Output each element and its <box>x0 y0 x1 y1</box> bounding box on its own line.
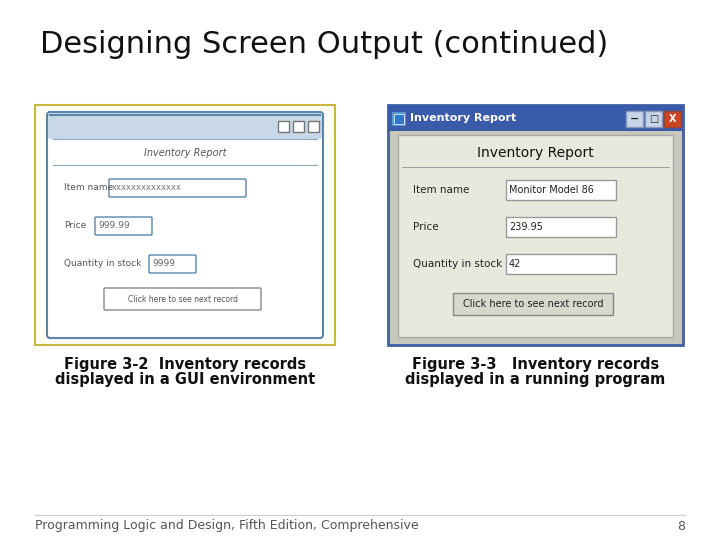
Bar <box>453 293 613 315</box>
Text: Item name: Item name <box>413 185 469 195</box>
Bar <box>388 105 683 345</box>
Text: 42: 42 <box>509 259 521 269</box>
Bar <box>394 114 404 124</box>
Bar <box>293 121 304 132</box>
Text: displayed in a running program: displayed in a running program <box>405 372 665 387</box>
Bar <box>506 254 616 274</box>
Text: Monitor Model 86: Monitor Model 86 <box>509 185 594 195</box>
Text: Figure 3-3   Inventory records: Figure 3-3 Inventory records <box>412 357 659 372</box>
Text: Quantity in stock: Quantity in stock <box>64 259 141 267</box>
Bar <box>645 111 662 127</box>
Text: Designing Screen Output (continued): Designing Screen Output (continued) <box>40 30 608 59</box>
FancyBboxPatch shape <box>95 217 152 235</box>
Bar <box>506 180 616 200</box>
FancyBboxPatch shape <box>47 112 323 338</box>
Text: displayed in a GUI environment: displayed in a GUI environment <box>55 372 315 387</box>
Bar <box>506 217 616 237</box>
Text: Quantity in stock: Quantity in stock <box>413 259 503 269</box>
Text: Inventory Report: Inventory Report <box>477 146 594 160</box>
Bar <box>308 121 319 132</box>
Bar <box>398 135 673 337</box>
FancyBboxPatch shape <box>109 179 246 197</box>
Bar <box>664 111 681 127</box>
Text: Price: Price <box>413 222 438 232</box>
Text: 8: 8 <box>677 519 685 532</box>
Bar <box>388 105 683 131</box>
Bar <box>626 111 643 127</box>
Text: Price: Price <box>64 220 86 230</box>
Text: Click here to see next record: Click here to see next record <box>463 299 603 309</box>
Text: −: − <box>630 114 639 124</box>
Text: xxxxxxxxxxxxxx: xxxxxxxxxxxxxx <box>112 184 182 192</box>
Text: Programming Logic and Design, Fifth Edition, Comprehensive: Programming Logic and Design, Fifth Edit… <box>35 519 418 532</box>
Text: Figure 3-2  Inventory records: Figure 3-2 Inventory records <box>64 357 306 372</box>
Text: 999.99: 999.99 <box>98 221 130 231</box>
FancyBboxPatch shape <box>48 113 322 139</box>
Text: 9999: 9999 <box>152 260 175 268</box>
FancyBboxPatch shape <box>149 255 196 273</box>
Text: □: □ <box>649 114 658 124</box>
Text: Click here to see next record: Click here to see next record <box>127 294 238 303</box>
Bar <box>278 121 289 132</box>
Text: Inventory Report: Inventory Report <box>144 148 226 158</box>
Text: 239.95: 239.95 <box>509 222 543 232</box>
Text: Item name: Item name <box>64 183 113 192</box>
Bar <box>35 105 335 345</box>
Text: Inventory Report: Inventory Report <box>410 113 516 123</box>
FancyBboxPatch shape <box>104 288 261 310</box>
Text: X: X <box>669 114 676 124</box>
Bar <box>392 112 406 126</box>
